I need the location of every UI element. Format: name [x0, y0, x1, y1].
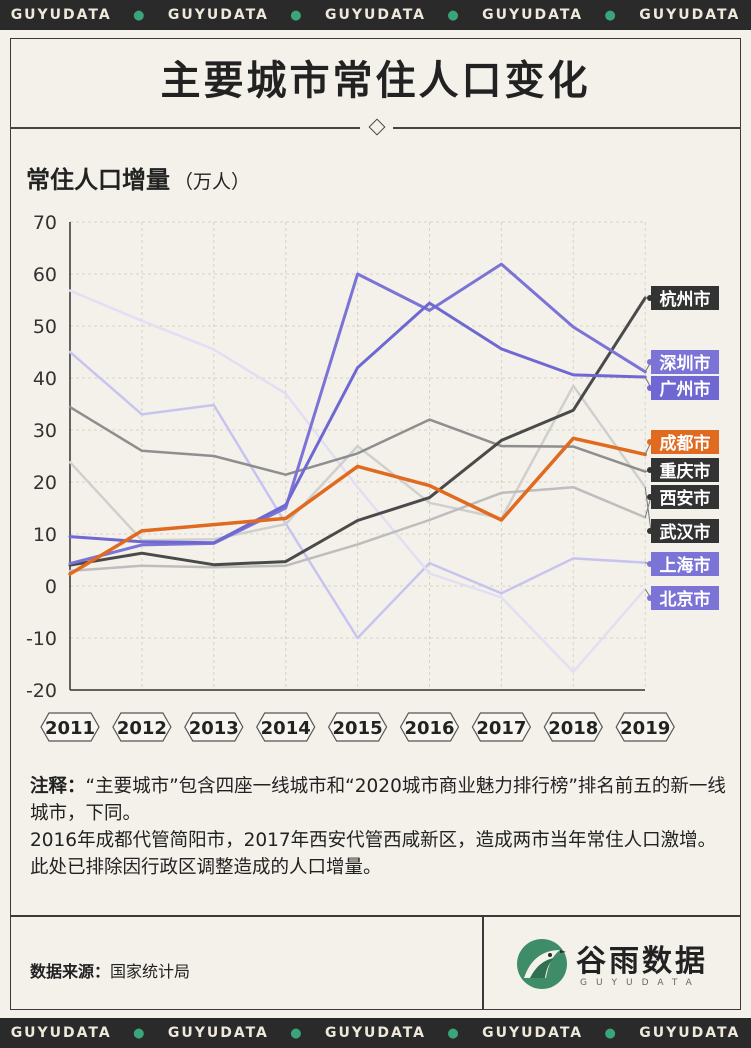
- x-tick-label: 2014: [261, 718, 311, 739]
- end-label-text: 西安市: [660, 488, 711, 509]
- end-label-text: 成都市: [660, 433, 711, 454]
- notes-line-2: 2016年成都代管简阳市，2017年西安代管西咸新区，造成两市当年常住人口激增。…: [30, 830, 717, 878]
- x-tick-badge: [256, 712, 316, 742]
- ticker-text: GUYUDATA: [482, 1025, 584, 1041]
- end-label-tag: [651, 286, 719, 310]
- end-label-tag: [651, 586, 719, 610]
- end-label-tag: [651, 519, 719, 543]
- end-label-text: 广州市: [660, 379, 711, 400]
- y-tick-label: 30: [33, 420, 57, 442]
- divider-right: [393, 127, 741, 129]
- series-line: [68, 350, 647, 640]
- notes-label: 注释：: [30, 776, 86, 797]
- series-line: [68, 301, 647, 545]
- ticker-text: GUYUDATA: [639, 1025, 741, 1041]
- ticker-dot: ●: [290, 1025, 304, 1041]
- y-tick-label: 40: [33, 368, 57, 390]
- ticker-dot: ●: [604, 1025, 618, 1041]
- x-tick-label: 2017: [476, 718, 526, 739]
- ticker-text: GUYUDATA: [167, 7, 269, 23]
- ticker-dot: ●: [133, 7, 147, 23]
- series-line: [68, 405, 647, 476]
- x-tick-badge: [399, 712, 460, 742]
- x-tick-badge: [615, 712, 675, 742]
- series-line: [68, 289, 647, 674]
- end-label-tag: [651, 552, 719, 576]
- end-label-leader: [644, 487, 652, 532]
- x-tick-badge: [40, 712, 100, 742]
- y-tick-label: 10: [33, 524, 57, 546]
- x-tick-badge: [471, 712, 532, 742]
- x-tick-label: 2015: [333, 718, 383, 739]
- x-tick-label: 2012: [117, 718, 167, 739]
- ticker-text: GUYUDATA: [10, 1025, 112, 1041]
- source-label: 数据来源：: [30, 962, 111, 981]
- y-tick-label: 70: [33, 212, 57, 234]
- content-panel: [0, 30, 751, 1018]
- x-tick-badge: [184, 712, 244, 742]
- ticker-text: GUYUDATA: [639, 7, 741, 23]
- x-tick-label: 2011: [45, 718, 95, 739]
- ticker-dot: ●: [133, 1025, 147, 1041]
- footer-divider: [10, 915, 741, 917]
- top-ticker: GUYUDATA ● GUYUDATA ● GUYUDATA ● GUYUDAT…: [0, 0, 751, 30]
- chart-title-text: 常住人口增量: [26, 166, 170, 194]
- end-label-tag: [651, 485, 719, 509]
- y-tick-label: 50: [33, 316, 57, 338]
- series-line: [68, 262, 647, 566]
- ticker-dot: ●: [604, 7, 618, 23]
- end-label-text: 北京市: [660, 589, 711, 610]
- x-tick-label: 2016: [404, 718, 454, 739]
- notes-line-1: “主要城市”包含四座一线城市和“2020城市商业魅力排行榜”排名前五的新一线城市…: [30, 776, 726, 824]
- x-tick-badge: [543, 712, 603, 742]
- y-tick-label: -10: [26, 628, 57, 650]
- end-label-tag: [651, 458, 719, 482]
- panel-frame: [10, 38, 741, 1010]
- brand-name: 谷雨数据: [576, 944, 708, 979]
- page-title: 主要城市常住人口变化: [160, 58, 591, 104]
- ticker-dot: ●: [290, 7, 304, 23]
- divider-left: [10, 127, 360, 129]
- series-line: [68, 436, 647, 576]
- y-tick-label: 60: [33, 264, 57, 286]
- ticker-text: GUYUDATA: [10, 7, 112, 23]
- ticker-text: GUYUDATA: [482, 7, 584, 23]
- ticker-text: GUYUDATA: [167, 1025, 269, 1041]
- guyu-bird-logo-icon: [517, 939, 567, 989]
- brand-subtitle: GUYUDATA: [580, 978, 701, 988]
- y-tick-label: 0: [45, 576, 57, 598]
- x-tick-label: 2013: [189, 718, 239, 739]
- end-label-text: 深圳市: [660, 353, 711, 374]
- ticker-dot: ●: [447, 7, 461, 23]
- line-chart: -20 -10 0 10 20 30 40 50 60 70 2011 2012 2013 2014 201…: [26, 212, 719, 742]
- x-tick-badge: [327, 712, 388, 742]
- y-tick-label: 20: [33, 472, 57, 494]
- end-label-tag: [651, 376, 719, 400]
- end-label-text: 武汉市: [660, 522, 711, 543]
- chart-unit: （万人）: [174, 171, 251, 193]
- chart-title: 常住人口增量 （万人）: [26, 160, 250, 195]
- series-line: [68, 296, 647, 567]
- data-source: 数据来源：国家统计局: [30, 958, 190, 982]
- footer-separator: [482, 915, 484, 1010]
- notes-block: 注释：“主要城市”包含四座一线城市和“2020城市商业魅力排行榜”排名前五的新一…: [30, 773, 730, 881]
- x-tick-label: 2019: [620, 718, 670, 739]
- end-label-tag: [651, 350, 719, 374]
- end-label-text: 杭州市: [660, 289, 711, 310]
- x-tick-label: 2018: [548, 718, 598, 739]
- source-value: 国家统计局: [110, 962, 191, 981]
- end-label-text: 上海市: [660, 555, 711, 576]
- ticker-text: GUYUDATA: [324, 1025, 427, 1041]
- end-label-text: 重庆市: [660, 461, 711, 482]
- bottom-ticker: GUYUDATA ● GUYUDATA ● GUYUDATA ● GUYUDAT…: [0, 1018, 751, 1048]
- x-tick-badge: [112, 712, 172, 742]
- ticker-dot: ●: [447, 1025, 461, 1041]
- series-line: [68, 485, 647, 573]
- y-tick-label: -20: [26, 680, 57, 702]
- end-label-tag: [651, 430, 719, 454]
- series-line: [68, 384, 647, 542]
- ticker-text: GUYUDATA: [324, 7, 427, 23]
